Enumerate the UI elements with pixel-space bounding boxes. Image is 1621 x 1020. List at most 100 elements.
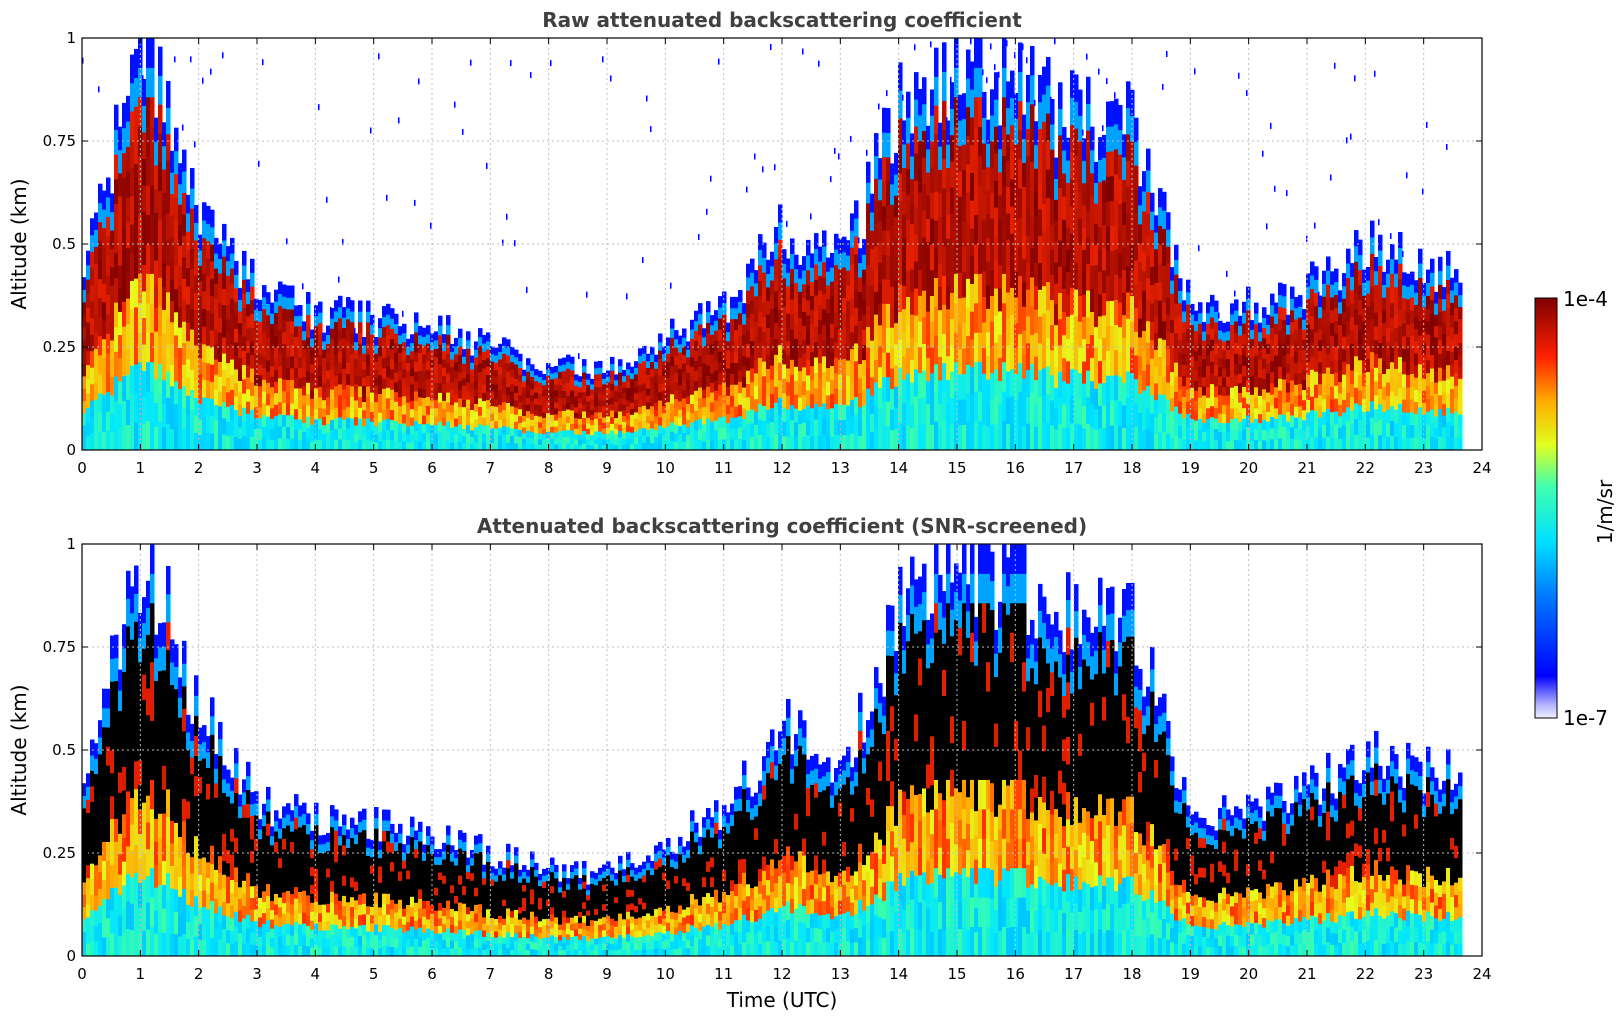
heatmap-cell (1322, 386, 1327, 400)
heatmap-cell (218, 287, 223, 304)
heatmap-cell (106, 372, 111, 393)
heatmap-cell (806, 314, 811, 331)
heatmap-cell (282, 367, 287, 380)
heatmap-cell (1094, 161, 1099, 183)
heatmap-cell (870, 376, 875, 396)
heatmap-column (502, 239, 507, 451)
heatmap-cell (1074, 74, 1079, 102)
heatmap-cell (1270, 405, 1275, 417)
heatmap-cell (918, 372, 923, 399)
heatmap-cell (194, 432, 199, 451)
heatmap-cell (390, 429, 395, 441)
noise-speck (1114, 92, 1116, 99)
heatmap-cell (910, 291, 915, 315)
heatmap-cell (950, 134, 955, 162)
heatmap-cell (710, 392, 715, 403)
heatmap-cell (106, 352, 111, 373)
noise-speck (550, 60, 552, 67)
heatmap-column (846, 240, 851, 451)
noise-speck (1162, 83, 1164, 90)
heatmap-cell (322, 441, 327, 451)
heatmap-cell (262, 285, 267, 298)
heatmap-column (830, 176, 835, 451)
heatmap-cell (1186, 413, 1191, 427)
heatmap-cell (638, 428, 643, 436)
heatmap-cell (474, 426, 479, 435)
heatmap-cell (370, 401, 375, 412)
heatmap-cell (442, 416, 447, 426)
heatmap-cell (610, 430, 615, 438)
heatmap-cell (90, 416, 95, 434)
heatmap-cell (966, 364, 971, 394)
heatmap-cell (726, 422, 731, 433)
heatmap-cell (866, 182, 871, 204)
heatmap-cell (1278, 402, 1283, 415)
heatmap-column (462, 128, 467, 451)
heatmap-cell (150, 67, 155, 98)
heatmap-cell (454, 386, 459, 395)
heatmap-cell (766, 259, 771, 274)
heatmap-cell (802, 325, 807, 340)
heatmap-cell (222, 369, 227, 386)
heatmap-cell (1202, 440, 1207, 451)
heatmap-cell (1154, 366, 1159, 384)
heatmap-cell (462, 442, 467, 451)
heatmap-cell (438, 392, 443, 403)
heatmap-cell (1114, 274, 1119, 300)
heatmap-cell (1314, 371, 1319, 385)
heatmap-cell (110, 321, 115, 341)
heatmap-cell (990, 115, 995, 142)
heatmap-cell (1366, 371, 1371, 386)
heatmap-cell (338, 328, 343, 341)
heatmap-cell (674, 432, 679, 442)
heatmap-cell (194, 205, 199, 223)
heatmap-cell (1254, 302, 1259, 314)
heatmap-cell (1178, 388, 1183, 402)
heatmap-column (966, 49, 971, 451)
heatmap-cell (1346, 263, 1351, 278)
heatmap-cell (538, 438, 543, 445)
heatmap-cell (1034, 332, 1039, 357)
heatmap-cell (230, 343, 235, 360)
heatmap-cell (366, 428, 371, 440)
heatmap-cell (190, 248, 195, 270)
heatmap-cell (874, 382, 879, 406)
heatmap-cell (1274, 302, 1279, 314)
heatmap-cell (942, 275, 947, 305)
heatmap-column (342, 239, 347, 451)
heatmap-cell (1338, 336, 1343, 348)
noise-speck (786, 220, 788, 227)
heatmap-cell (1206, 397, 1211, 409)
heatmap-cell (1038, 423, 1043, 451)
heatmap-cell (570, 416, 575, 424)
heatmap-cell (1370, 269, 1375, 287)
heatmap-cell (1226, 349, 1231, 359)
heatmap-cell (1098, 405, 1103, 429)
heatmap-cell (754, 334, 759, 348)
heatmap-cell (454, 345, 459, 355)
heatmap-column (518, 353, 523, 451)
heatmap-column (478, 328, 483, 451)
heatmap-cell (930, 321, 935, 348)
heatmap-cell (1198, 439, 1203, 451)
heatmap-column (298, 305, 303, 451)
heatmap-cell (894, 195, 899, 218)
heatmap-cell (794, 282, 799, 298)
heatmap-column (1278, 282, 1283, 451)
heatmap-cell (398, 326, 403, 336)
heatmap-cell (1170, 332, 1175, 346)
heatmap-cell (950, 187, 955, 215)
heatmap-cell (918, 114, 923, 141)
heatmap-column (610, 75, 615, 451)
heatmap-cell (334, 310, 339, 323)
heatmap-cell (774, 370, 779, 387)
heatmap-cell (1050, 149, 1055, 175)
heatmap-cell (94, 229, 99, 247)
heatmap-cell (890, 347, 895, 369)
heatmap-cell (394, 440, 399, 451)
heatmap-cell (1258, 331, 1263, 342)
noise-speck (626, 293, 628, 300)
heatmap-cell (618, 372, 623, 380)
heatmap-cell (398, 361, 403, 371)
heatmap-cell (154, 188, 159, 213)
